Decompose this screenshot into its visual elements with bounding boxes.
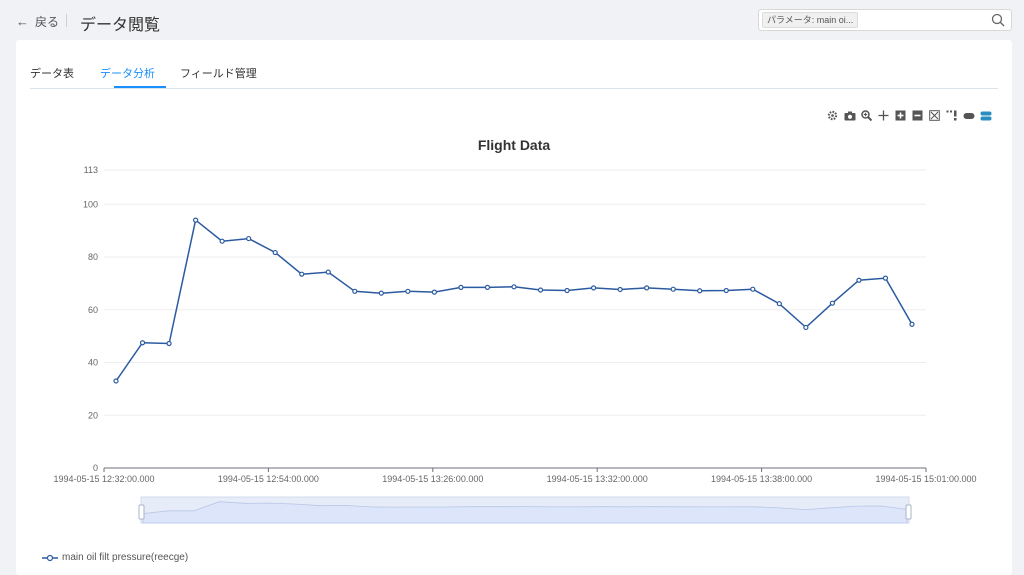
grid-lines: [104, 169, 926, 469]
x-tick-label: 1994-05-15 12:54:00.000: [218, 474, 319, 484]
data-point: [882, 275, 889, 281]
data-point: [909, 321, 915, 327]
y-tick-label: 40: [88, 358, 98, 368]
y-tick-label: 80: [88, 252, 98, 262]
tab-bar: データ表 データ分析 フィールド管理: [30, 62, 998, 89]
x-axis: 1994-05-15 12:32:00.000 1994-05-15 12:54:…: [53, 468, 977, 484]
data-point: [856, 277, 862, 283]
data-point: [803, 324, 809, 331]
data-point: [113, 378, 119, 384]
legend-label: main oil filt pressure(reecge): [62, 552, 189, 563]
data-point: [484, 284, 491, 290]
data-point: [590, 285, 597, 291]
data-point: [219, 238, 225, 244]
y-tick-label: 60: [88, 305, 98, 315]
back-button[interactable]: ← 戻る: [16, 13, 59, 30]
data-point: [564, 287, 570, 294]
y-tick-label: 20: [88, 410, 98, 420]
tab-data-analysis[interactable]: データ分析: [100, 68, 155, 80]
settings-icon[interactable]: [826, 109, 839, 122]
data-point: [750, 286, 756, 292]
active-tab-indicator: [114, 86, 166, 88]
data-point: [458, 284, 464, 290]
data-point: [272, 249, 278, 256]
plus-square-icon[interactable]: [894, 109, 907, 122]
data-point: [697, 288, 703, 294]
fullscreen-icon[interactable]: [928, 109, 941, 122]
parameter-search-input[interactable]: パラメータ: main oi...: [758, 9, 1012, 31]
toggle-off-icon[interactable]: [962, 109, 975, 122]
data-points: [113, 217, 915, 384]
data-point: [829, 300, 836, 306]
data-point: [405, 288, 411, 294]
data-point: [537, 287, 544, 293]
data-point: [644, 285, 650, 291]
data-point: [511, 284, 517, 290]
divider: [66, 14, 67, 27]
data-point: [378, 290, 384, 296]
y-tick-label: 100: [83, 199, 98, 209]
slider-handle-right: [905, 504, 912, 520]
x-tick-label: 1994-05-15 12:32:00.000: [53, 474, 154, 484]
slider-area: [142, 501, 908, 524]
chart-toolbox: [826, 109, 992, 122]
series-line: [115, 218, 913, 382]
tab-field-management[interactable]: フィールド管理: [180, 68, 257, 80]
x-tick-label: 1994-05-15 15:01:00.000: [875, 474, 976, 484]
y-tick-label: 113: [84, 165, 98, 175]
minus-square-icon[interactable]: [911, 109, 924, 122]
chart-title: Flight Data: [477, 137, 551, 153]
zoom-icon[interactable]: [860, 109, 873, 122]
pin-icon[interactable]: [945, 109, 958, 122]
top-bar: ← 戻る データ閲覧 パラメータ: main oi...: [0, 0, 1024, 40]
move-icon[interactable]: [877, 109, 890, 122]
y-tick-label: 0: [93, 463, 98, 473]
parameter-tag[interactable]: パラメータ: main oi...: [762, 12, 859, 28]
data-point: [776, 301, 782, 307]
search-icon[interactable]: [991, 13, 1005, 27]
data-point: [723, 287, 729, 294]
arrow-left-icon: ←: [16, 14, 29, 29]
x-tick-label: 1994-05-15 13:26:00.000: [382, 474, 483, 484]
data-point: [166, 340, 172, 347]
data-point: [431, 289, 437, 295]
legend-line-icon: [42, 554, 58, 561]
data-point: [193, 217, 199, 223]
slider-handle-left: [138, 504, 145, 520]
toggle-on-icon[interactable]: [979, 109, 992, 122]
data-point: [299, 271, 305, 277]
content-card: データ表 データ分析 フィールド管理 Flight Data 0 20 40 60 80…: [16, 40, 1012, 575]
camera-icon[interactable]: [843, 109, 856, 122]
back-label: 戻る: [35, 15, 60, 29]
x-tick-label: 1994-05-15 13:32:00.000: [547, 474, 648, 484]
data-point: [352, 288, 358, 294]
x-tick-label: 1994-05-15 13:38:00.000: [711, 474, 812, 484]
data-point: [139, 340, 146, 346]
data-point: [246, 235, 252, 242]
y-axis: 0 20 40 60 80 100 113: [83, 165, 98, 473]
page-title: データ閲覧: [80, 17, 161, 34]
data-point: [617, 286, 623, 293]
data-point: [670, 286, 676, 292]
data-point: [325, 269, 331, 275]
tab-data-table[interactable]: データ表: [30, 68, 74, 80]
data-zoom-slider[interactable]: [138, 496, 912, 524]
legend-item[interactable]: main oil filt pressure(reecge): [42, 552, 188, 563]
